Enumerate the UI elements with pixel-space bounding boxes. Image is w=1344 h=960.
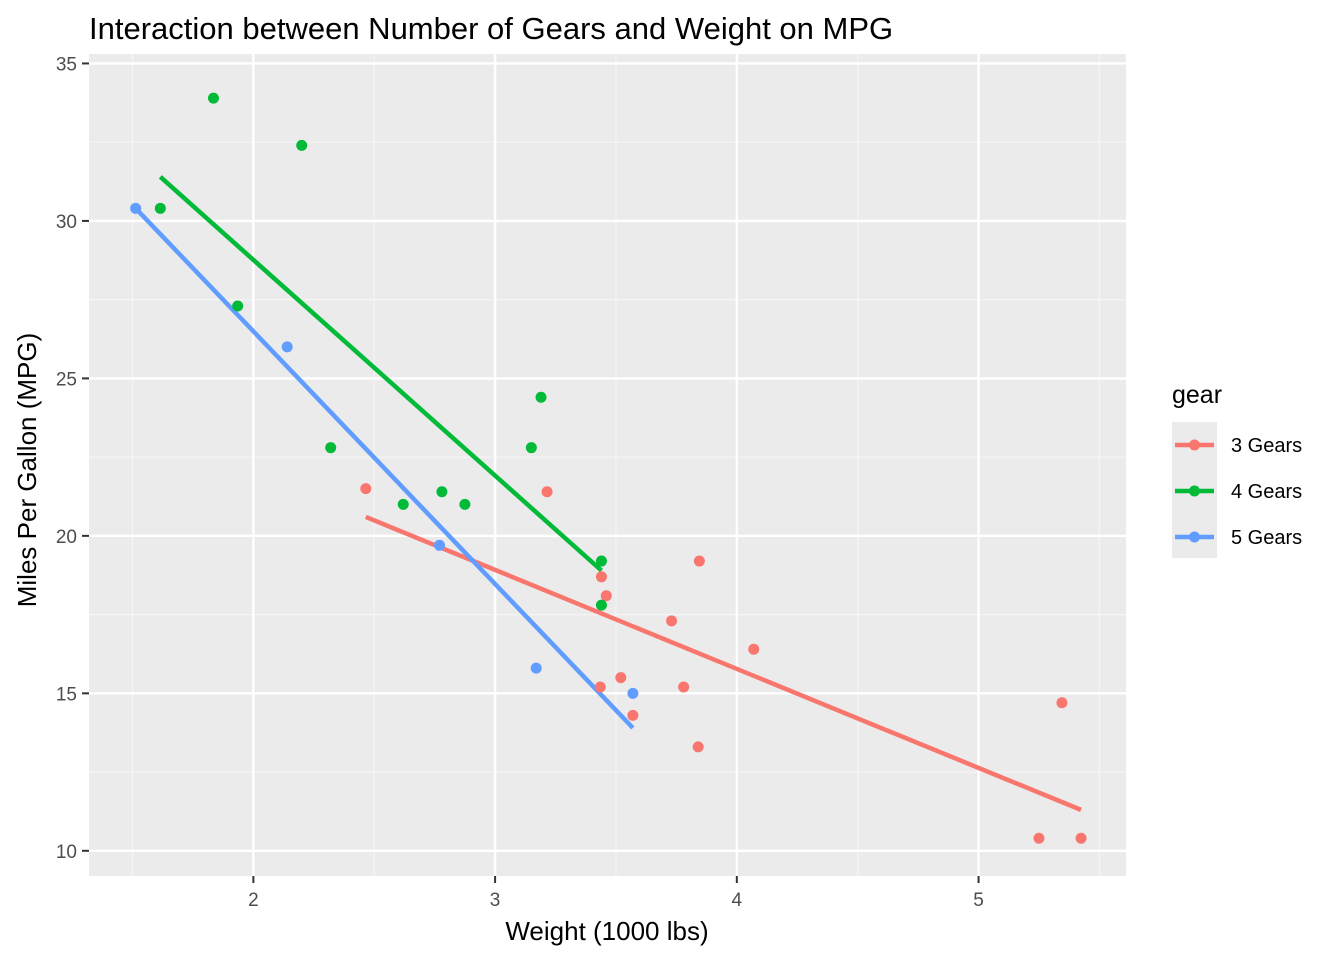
grid-major: [89, 54, 1126, 876]
data-point: [595, 555, 607, 567]
legend-label: 3 Gears: [1231, 435, 1302, 457]
data-point: [525, 442, 537, 454]
legend-key-point: [1189, 531, 1200, 543]
y-tick-label: 20: [56, 527, 77, 548]
y-tick-label: 25: [56, 369, 77, 390]
data-point: [541, 486, 553, 498]
data-point: [325, 442, 337, 454]
data-point: [436, 486, 448, 498]
fit-lines: [134, 175, 1082, 812]
data-point: [678, 681, 690, 693]
data-point: [434, 539, 446, 551]
data-point: [1033, 832, 1045, 844]
y-axis-title: Miles Per Gallon (MPG): [12, 333, 42, 608]
data-point: [296, 139, 308, 151]
data-point: [595, 599, 607, 611]
fit-line: [134, 206, 635, 730]
x-axis: 2 3 4 5: [248, 876, 984, 911]
y-tick-label: 10: [56, 842, 77, 863]
data-point: [1075, 832, 1087, 844]
data-point: [594, 681, 606, 693]
data-point: [535, 391, 547, 403]
fit-line: [158, 175, 603, 573]
data-point: [748, 643, 760, 655]
x-axis-title: Weight (1000 lbs): [505, 916, 708, 946]
legend-label: 5 Gears: [1231, 527, 1302, 549]
data-point: [397, 498, 409, 510]
data-point: [360, 483, 372, 495]
y-tick-label: 30: [56, 212, 77, 233]
legend-key-point: [1189, 439, 1200, 451]
legend-keys: 3 Gears 4 Gears 5 Gears: [1172, 422, 1302, 558]
legend-label: 4 Gears: [1231, 481, 1302, 503]
data-point: [627, 709, 639, 721]
legend-key-point: [1189, 485, 1200, 497]
data-point: [693, 555, 705, 567]
data-point: [130, 202, 142, 214]
data-point: [627, 687, 639, 699]
y-tick-label: 15: [56, 684, 77, 705]
data-point: [530, 662, 542, 674]
data-point: [232, 300, 244, 312]
data-points: [130, 92, 1087, 844]
data-point: [207, 92, 219, 104]
data-point: [615, 672, 627, 684]
data-point: [154, 202, 166, 214]
x-tick-label: 3: [490, 890, 501, 911]
x-tick-label: 4: [732, 890, 743, 911]
data-point: [595, 571, 607, 583]
data-point: [692, 741, 704, 753]
grid-minor: [89, 54, 1126, 876]
chart-title: Interaction between Number of Gears and …: [89, 11, 893, 46]
data-point: [281, 341, 293, 353]
data-point: [459, 498, 471, 510]
x-tick-label: 5: [973, 890, 984, 911]
data-point: [666, 615, 678, 627]
legend-title: gear: [1172, 381, 1222, 409]
plot-panel: [89, 54, 1126, 876]
fit-line: [364, 514, 1082, 812]
y-tick-label: 35: [56, 54, 77, 75]
x-tick-label: 2: [248, 890, 259, 911]
data-point: [1056, 697, 1068, 709]
legend: gear 3 Gears 4 Gears 5 Gears: [1172, 381, 1302, 558]
data-point: [600, 590, 612, 602]
y-axis: 10 15 20 25 30 35: [56, 54, 89, 863]
